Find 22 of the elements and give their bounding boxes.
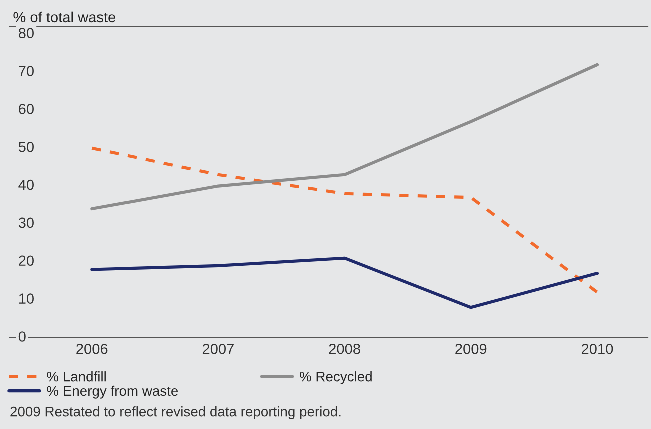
y-tick-label: 50 [18, 142, 34, 152]
y-tick-label: 80 [18, 28, 34, 38]
x-tick-label: 2007 [202, 344, 234, 354]
x-tick-label: 2010 [582, 344, 614, 354]
legend-label: % Landfill [47, 372, 106, 382]
y-tick-label: 0 [18, 332, 26, 342]
line-series [90, 146, 599, 294]
line-series [90, 63, 599, 211]
y-axis-title: % of total waste [14, 12, 116, 23]
y-tick-label: 40 [18, 180, 34, 190]
y-tick-label: 70 [19, 66, 34, 76]
y-tick-label: 20 [19, 256, 34, 266]
x-tick-label: 2009 [456, 344, 487, 354]
text: 2009 Restated to reflect revised data reporting period. [10, 406, 341, 420]
y-tick-label: 30 [18, 218, 34, 228]
x-tick-label: 2008 [329, 344, 360, 354]
legend-label: % Energy from waste [47, 386, 178, 399]
y-tick-label: 60 [19, 104, 34, 114]
line-series [90, 256, 599, 310]
y-tick-label: 10 [19, 294, 34, 304]
legend-label: % Recycled [300, 372, 372, 384]
x-tick-label: 2006 [76, 344, 108, 354]
